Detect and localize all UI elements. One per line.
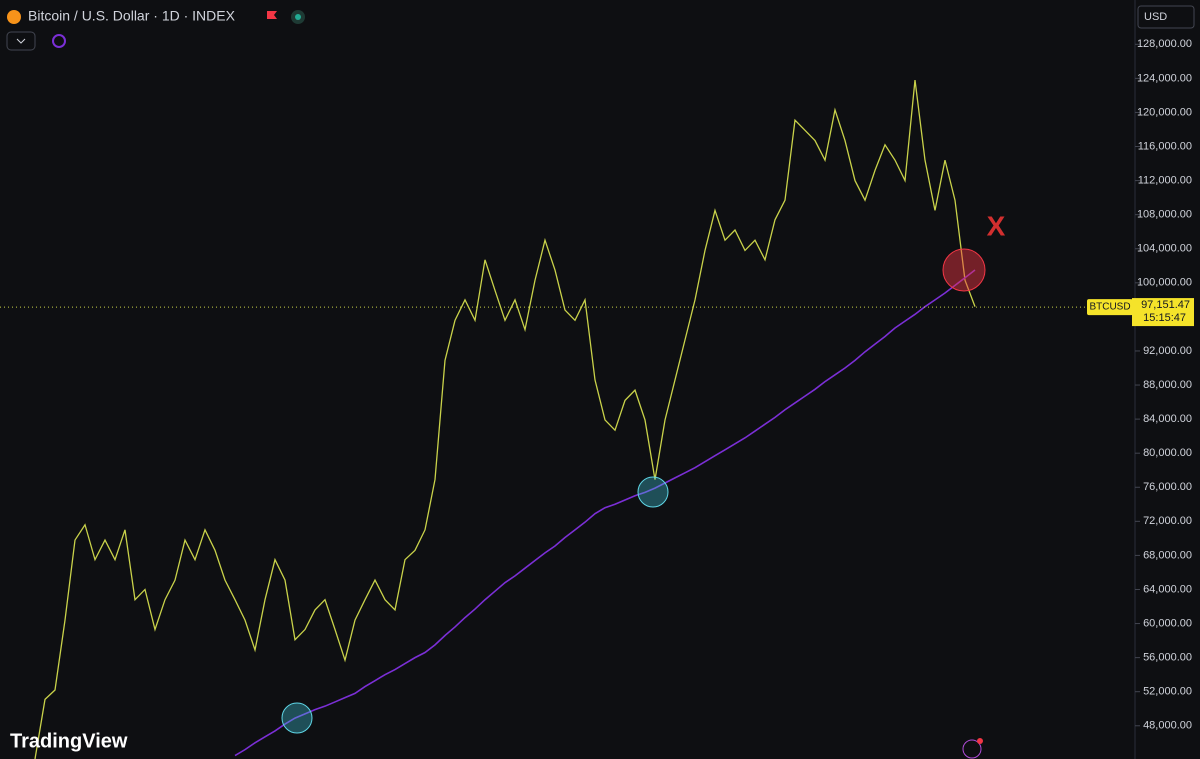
price-line bbox=[34, 79, 976, 759]
y-tick-label: 104,000.00 bbox=[1137, 243, 1192, 255]
y-tick-label: 76,000.00 bbox=[1143, 481, 1192, 493]
y-tick-label: 84,000.00 bbox=[1143, 413, 1192, 425]
collapse-button[interactable] bbox=[6, 31, 36, 51]
y-tick-label: 112,000.00 bbox=[1138, 174, 1192, 186]
y-tick-label: 56,000.00 bbox=[1143, 652, 1192, 664]
last-price-label: 97,151.47 bbox=[1141, 299, 1190, 311]
highlight-circle bbox=[637, 476, 669, 508]
flag-icon bbox=[267, 11, 277, 19]
y-tick-label: 92,000.00 bbox=[1143, 345, 1192, 357]
brand-logo: TradingView bbox=[10, 730, 128, 752]
symbol-tag bbox=[1087, 299, 1133, 316]
price-line bbox=[234, 269, 976, 757]
y-tick-label: 80,000.00 bbox=[1143, 447, 1192, 459]
plot bbox=[0, 79, 1135, 759]
sync-icon[interactable] bbox=[52, 34, 66, 48]
chevron bbox=[16, 38, 26, 44]
y-tick-label: 100,000.00 bbox=[1137, 277, 1192, 289]
currency: USD bbox=[1144, 11, 1167, 23]
price-tag bbox=[1132, 298, 1194, 327]
status-dot bbox=[295, 14, 301, 20]
symbol-label: BTCUSD bbox=[1089, 302, 1130, 313]
alert-dot bbox=[977, 738, 983, 744]
y-tick-label: 52,000.00 bbox=[1143, 686, 1192, 698]
y-tick-label: 72,000.00 bbox=[1143, 515, 1192, 527]
alert-icon[interactable] bbox=[962, 739, 982, 759]
y-tick-label: 60,000.00 bbox=[1143, 617, 1192, 629]
highlight-circle bbox=[281, 702, 313, 734]
y-tick-label: 88,000.00 bbox=[1143, 379, 1192, 391]
warning-circle bbox=[942, 248, 986, 292]
countdown-label: 15:15:47 bbox=[1143, 312, 1186, 324]
y-tick-label: 120,000.00 bbox=[1137, 106, 1192, 118]
y-tick-label: 48,000.00 bbox=[1143, 720, 1192, 732]
currency-box[interactable] bbox=[1137, 5, 1195, 29]
y-tick-label: 108,000.00 bbox=[1137, 209, 1192, 221]
annotation: X bbox=[987, 210, 1006, 241]
y-tick-label: 64,000.00 bbox=[1143, 583, 1192, 595]
symbol-title: Bitcoin / U.S. Dollar · 1D · INDEX bbox=[28, 8, 236, 24]
coin-icon bbox=[7, 10, 21, 24]
y-tick-label: 68,000.00 bbox=[1143, 549, 1192, 561]
y-tick-label: 128,000.00 bbox=[1137, 38, 1192, 50]
y-tick-label: 124,000.00 bbox=[1137, 72, 1192, 84]
y-tick-label: 116,000.00 bbox=[1138, 140, 1192, 152]
